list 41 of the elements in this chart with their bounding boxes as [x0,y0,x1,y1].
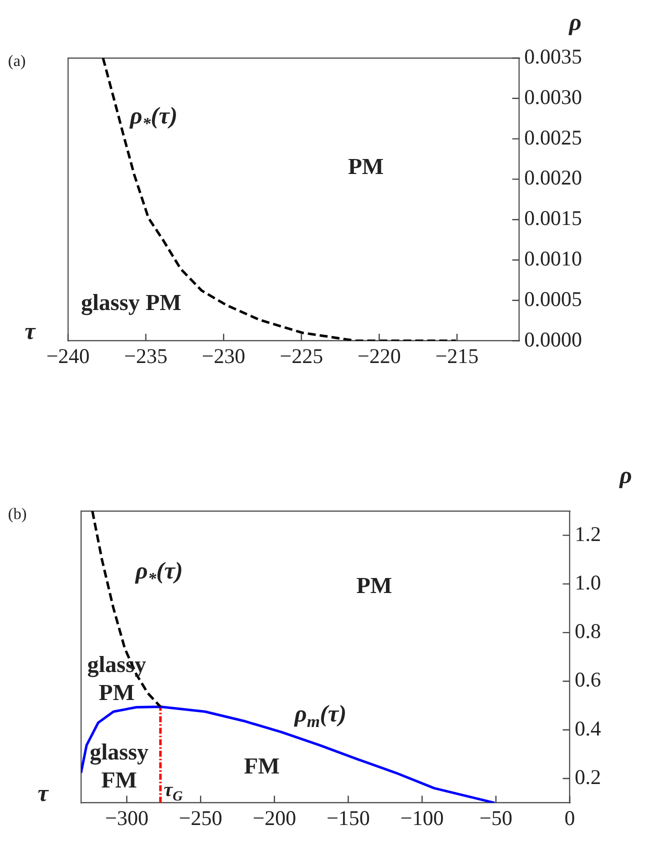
chart-title: (b) [8,506,27,524]
y-tick-label: 0.6 [574,668,601,692]
x-tick-label: −50 [480,806,512,830]
annotation: glassy PM [87,652,147,706]
y-tick-label: 0.0005 [524,286,582,311]
y-tick-label: 0.2 [574,765,601,789]
annotation: glassy FM [90,740,150,793]
x-tick-label: −250 [178,806,222,830]
x-tick-label: −230 [202,344,246,368]
x-tick-label: −150 [326,806,370,830]
x-tick-label: −225 [280,344,324,368]
y-tick-label: 1.0 [574,570,601,594]
chart-title: (a) [8,53,26,70]
x-tick-label: −100 [400,806,444,830]
y-axis-title: ρ [618,463,632,490]
y-tick-label: 0.0020 [524,166,582,190]
x-tick-label: −235 [124,344,168,368]
x-tick-label: −220 [358,344,401,368]
y-tick-label: 0.0035 [524,44,582,69]
y-tick-label: 0.0015 [524,206,582,230]
x-tick-label: −215 [435,344,479,368]
y-tick-label: 0.4 [574,716,602,740]
x-tick-label: −240 [46,344,90,368]
y-tick-label: 0.0000 [524,327,582,352]
x-axis-title: τ [24,319,37,346]
annotation: PM [356,572,392,598]
x-tick-label: −200 [252,806,296,830]
annotation: glassy PM [81,290,182,316]
series-label: ρ*(τ) [129,104,178,133]
y-tick-label: 0.0025 [524,125,582,150]
annotation: FM [244,754,280,779]
y-tick-label: 1.2 [574,522,601,546]
y-tick-label: 0.0030 [524,84,582,109]
x-tick-label: −300 [105,806,148,830]
x-tick-label: 0 [564,806,575,830]
y-tick-label: 0.8 [574,619,601,644]
series-label: ρ*(τ) [134,558,183,588]
y-tick-label: 0.0010 [524,246,582,271]
y-axis-title: ρ [568,10,582,36]
annotation: PM [348,154,384,180]
x-axis-title: τ [38,781,50,808]
